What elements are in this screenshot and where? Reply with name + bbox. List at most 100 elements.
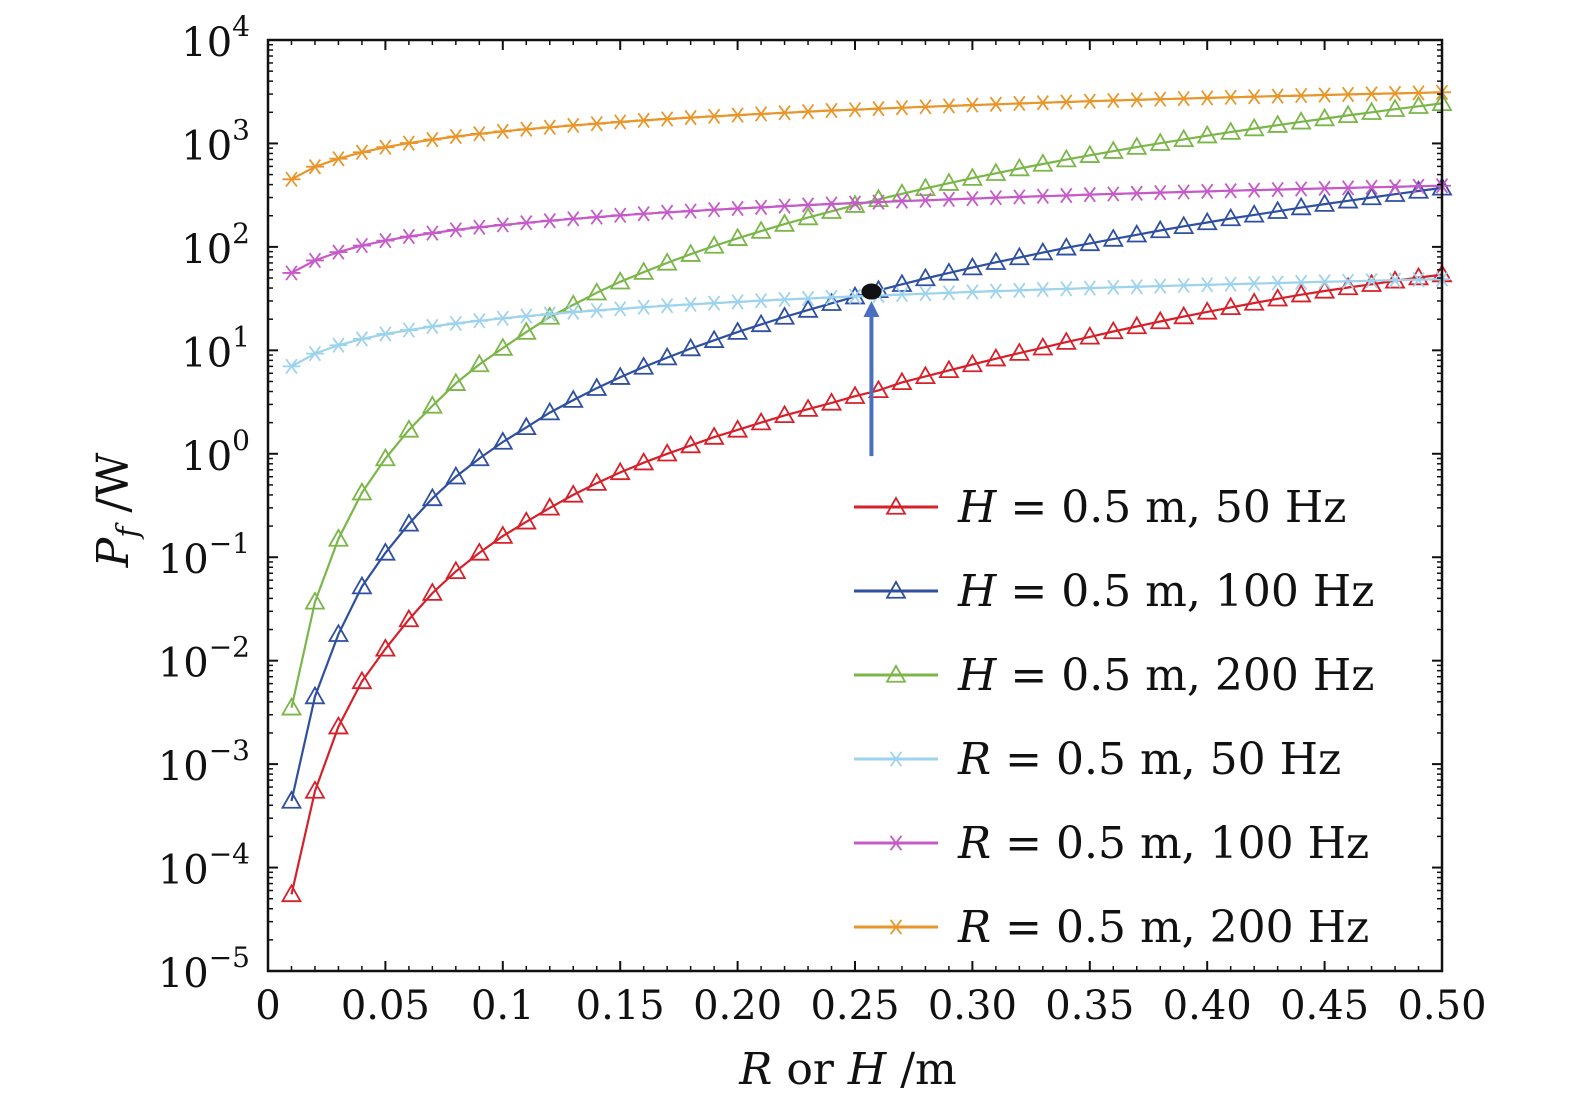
marker-stroke [684,109,697,126]
data-point [446,222,465,238]
marker-stroke [473,219,486,235]
data-point [681,203,700,219]
marker-stroke [590,115,603,132]
marker-stroke [308,345,322,362]
data-point [470,313,489,329]
data-point [1220,207,1242,227]
data-point [774,404,796,424]
data-point [1407,95,1430,114]
data-point [1384,98,1406,117]
data-point [470,126,489,142]
data-point [1126,223,1148,243]
data-point [938,359,960,379]
marker-stroke [402,322,415,338]
x-axis-title-var2: H [847,1044,888,1095]
data-point [727,419,749,438]
marker-stroke [1013,95,1026,112]
data-point [352,144,371,160]
data-point [1008,342,1030,361]
marker-stroke [426,131,439,148]
marker-stroke [379,326,392,342]
data-point [1339,180,1358,196]
data-point [633,356,655,375]
marker-stroke [801,197,815,213]
legend-label: H = 0.5 m, 200 Hz [957,650,1374,701]
marker-stroke [825,289,838,306]
marker-stroke [731,294,744,310]
data-point [1362,272,1381,289]
data-point [797,206,819,226]
data-point [374,542,396,561]
data-point [468,447,490,467]
data-point [1102,228,1124,247]
y-tick-label: 10−1 [158,527,250,583]
data-point [822,196,841,212]
data-point [374,638,396,657]
data-point [421,395,443,414]
data-point [1268,88,1287,104]
data-point [1407,180,1430,199]
data-point [961,353,983,373]
data-point [1079,232,1101,252]
data-point [1126,136,1148,155]
data-point [1220,121,1242,140]
marker-stroke [543,212,556,229]
data-point [799,290,818,307]
data-point [705,108,724,125]
data-point [1337,104,1359,124]
data-point [1127,278,1146,295]
data-point [493,123,512,140]
data-point [399,322,418,338]
marker-stroke [473,313,486,329]
legend-marker [885,664,907,683]
data-point [963,97,982,113]
legend-entry: H = 0.5 m, 100 Hz [854,566,1374,617]
marker-stroke [754,199,768,216]
data-point [1127,92,1146,108]
data-point [1198,90,1217,106]
data-point [305,345,324,362]
data-point [1315,87,1334,103]
data-point [1033,188,1052,204]
data-point [681,109,700,126]
series-layer [280,84,1453,903]
data-point [1409,85,1428,101]
data-point [1267,114,1289,133]
data-point [329,337,348,353]
data-point [985,251,1007,270]
marker-stroke [889,919,903,935]
data-point [1033,94,1052,111]
marker-stroke [966,190,979,207]
data-point [1055,236,1077,256]
marker-stroke [285,171,298,188]
data-point [282,265,301,281]
marker-stroke [637,299,650,315]
marker-stroke [520,215,533,231]
marker-stroke [496,217,509,233]
data-point [445,560,467,580]
data-point [539,306,561,325]
data-point [775,198,794,214]
data-point [376,326,395,342]
marker-stroke [684,203,697,219]
marker-stroke [731,200,744,217]
data-point [1149,310,1171,330]
data-point [468,542,490,561]
data-point [564,211,583,227]
data-point [399,228,418,245]
data-point [351,575,373,595]
data-point [470,219,489,235]
data-point [1057,281,1076,297]
data-point [1032,153,1054,172]
data-point [1407,266,1430,286]
data-point [939,191,958,208]
x-tick-label: 0.35 [1045,983,1134,1029]
data-point [1409,271,1428,288]
legend-label: R = 0.5 m, 100 Hz [957,818,1369,869]
y-tick-label: 10−5 [158,941,250,997]
marker-stroke [614,114,627,130]
data-point [515,321,537,340]
data-point [963,284,982,300]
marker-stroke [778,105,791,121]
legend-entry: R = 0.5 m, 50 Hz [854,734,1341,785]
